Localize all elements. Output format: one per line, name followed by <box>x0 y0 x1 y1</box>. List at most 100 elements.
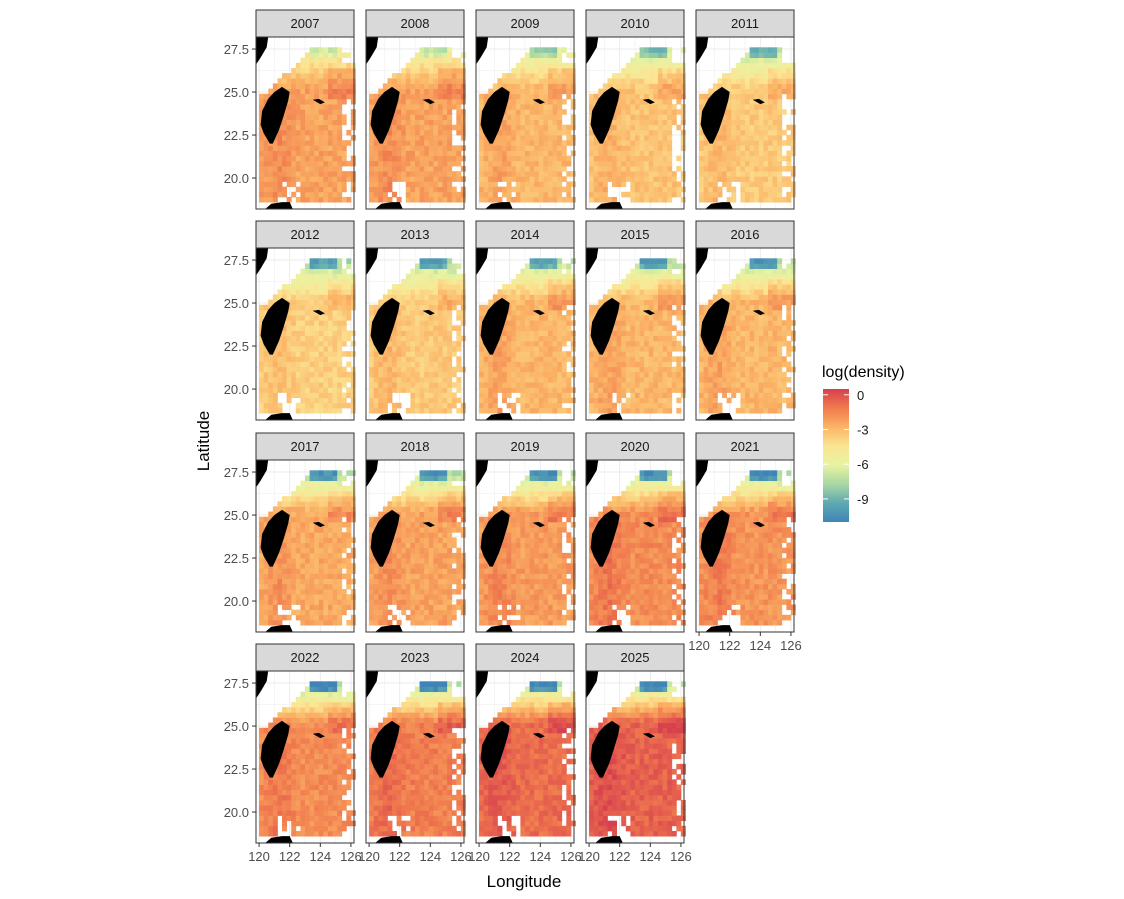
density-cell <box>570 135 576 141</box>
density-cell <box>543 171 549 177</box>
density-cell <box>410 325 416 331</box>
density-cell <box>387 150 393 157</box>
density-cell <box>621 289 627 295</box>
density-cell <box>662 160 668 167</box>
density-cell <box>671 171 677 177</box>
density-cell <box>547 62 553 69</box>
density-cell <box>557 371 563 378</box>
panel-border <box>585 36 685 210</box>
density-cell <box>703 186 709 193</box>
density-cell <box>346 258 352 264</box>
density-cell <box>790 145 796 151</box>
density-cell <box>300 88 306 95</box>
density-cell <box>662 88 668 95</box>
density-cell <box>547 93 553 100</box>
density-cell <box>781 78 787 84</box>
density-cell <box>479 98 485 105</box>
density-cell <box>630 315 636 321</box>
density-cell <box>525 119 530 126</box>
density-cell <box>442 263 448 270</box>
density-cell <box>657 47 663 53</box>
density-cell <box>419 73 425 79</box>
density-cell <box>437 407 443 414</box>
density-cell <box>502 366 508 373</box>
density-cell <box>401 124 407 131</box>
density-cell <box>337 176 343 182</box>
density-cell <box>635 309 640 316</box>
density-cell <box>300 325 306 331</box>
density-cell <box>456 289 462 295</box>
density-cell <box>295 109 301 115</box>
density-cell <box>272 377 278 383</box>
density-cell <box>639 145 645 151</box>
density-cell <box>630 109 636 115</box>
density-cell <box>327 124 333 131</box>
density-cell <box>396 155 402 162</box>
density-cell <box>547 145 553 151</box>
density-cell <box>639 62 645 69</box>
density-cell <box>415 140 420 146</box>
density-cell <box>437 284 443 290</box>
density-cell <box>479 382 485 388</box>
density-cell <box>735 166 741 172</box>
density-cell <box>378 196 384 203</box>
density-cell <box>570 104 576 110</box>
density-cell <box>511 67 517 74</box>
density-cell <box>644 109 650 115</box>
density-cell <box>460 278 466 285</box>
density-cell <box>740 160 746 167</box>
density-cell <box>437 320 443 326</box>
density-cell <box>515 124 521 131</box>
density-cell <box>456 57 462 64</box>
density-cell <box>653 93 659 100</box>
density-cell <box>520 340 526 347</box>
density-cell <box>433 361 439 368</box>
density-cell <box>525 299 530 306</box>
density-cell <box>424 140 430 146</box>
density-cell <box>392 402 398 409</box>
density-cell <box>621 351 627 357</box>
density-cell <box>621 294 627 300</box>
density-cell <box>547 273 553 280</box>
density-cell <box>318 181 324 188</box>
density-cell <box>405 129 411 136</box>
density-cell <box>749 135 755 141</box>
panel-border <box>255 36 355 210</box>
density-cell <box>277 83 283 89</box>
density-cell <box>653 325 659 331</box>
density-cell <box>676 166 682 172</box>
density-cell <box>419 263 425 270</box>
density-cell <box>451 104 457 110</box>
density-cell <box>731 191 737 198</box>
density-cell <box>309 392 315 399</box>
density-cell <box>520 181 526 188</box>
density-cell <box>314 263 320 270</box>
density-cell <box>657 304 663 311</box>
facet-strip <box>585 9 685 38</box>
density-cell <box>589 124 595 131</box>
density-cell <box>612 382 618 388</box>
density-cell <box>657 361 663 368</box>
density-cell <box>405 309 411 316</box>
density-cell <box>547 166 553 172</box>
density-cell <box>552 171 558 177</box>
density-cell <box>520 57 526 64</box>
density-cell <box>263 171 269 177</box>
density-cell <box>460 289 466 295</box>
density-cell <box>621 377 627 383</box>
density-cell <box>337 129 343 136</box>
density-cell <box>415 57 420 64</box>
density-cell <box>639 135 645 141</box>
density-cell <box>332 176 338 182</box>
density-cell <box>630 371 636 378</box>
density-cell <box>405 346 411 352</box>
density-cell <box>635 407 640 414</box>
density-cell <box>529 407 535 414</box>
density-cell <box>511 346 517 352</box>
density-cell <box>323 73 329 79</box>
density-cell <box>410 320 416 326</box>
density-cell <box>520 145 526 151</box>
density-cell <box>433 57 439 64</box>
density-cell <box>332 140 338 146</box>
density-cell <box>699 140 705 146</box>
